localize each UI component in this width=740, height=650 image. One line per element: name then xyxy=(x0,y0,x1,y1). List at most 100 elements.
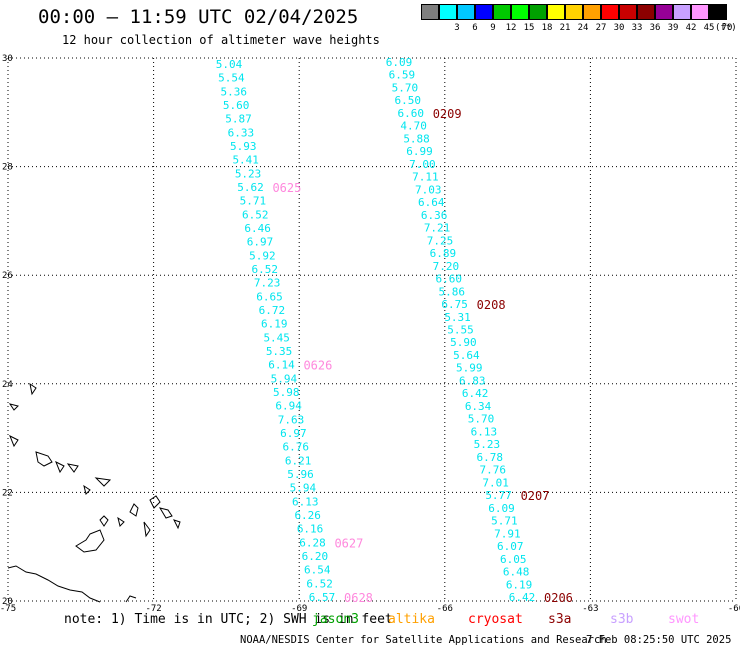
wave-height-value: 6.57 xyxy=(309,591,336,604)
wave-height-value: 6.26 xyxy=(294,509,321,522)
color-scale-label: 45 xyxy=(703,23,715,33)
wave-height-value: 5.86 xyxy=(438,285,465,298)
lon-tick-label: -72 xyxy=(145,604,161,614)
island-b xyxy=(129,503,139,517)
color-swatch xyxy=(439,4,457,20)
wave-height-value: 6.42 xyxy=(462,387,489,400)
satellite-legend-item: altika xyxy=(388,612,435,627)
wave-height-value: 7.21 xyxy=(424,222,451,235)
wave-height-value: 7.03 xyxy=(415,183,442,196)
island-g xyxy=(35,451,53,467)
color-scale-label: 27 xyxy=(595,23,607,33)
satellite-legend-item: jason3 xyxy=(312,612,359,627)
wave-height-value: 6.75 xyxy=(441,298,468,311)
wave-height-value: 5.70 xyxy=(468,413,495,426)
satellite-legend-item: swot xyxy=(668,612,700,627)
color-scale-label: 30 xyxy=(613,23,625,33)
track-time-label: 0625 xyxy=(272,181,301,195)
wave-height-value: 5.64 xyxy=(453,349,480,362)
wave-height-value: 6.64 xyxy=(418,196,445,209)
wave-height-value: 7.23 xyxy=(254,277,281,290)
footer-note: note: 1) Time is in UTC; 2) SWH is in fe… xyxy=(64,612,393,627)
color-scale-label: 6 xyxy=(472,23,478,33)
color-scale-label: 70 xyxy=(721,23,733,33)
wave-height-value: 6.46 xyxy=(244,222,271,235)
color-swatch xyxy=(547,4,565,20)
wave-height-value: 6.13 xyxy=(471,425,498,438)
wave-height-value: 5.94 xyxy=(271,372,298,385)
wave-height-value: 5.04 xyxy=(216,58,243,71)
wave-height-value: 7.00 xyxy=(409,158,436,171)
lon-tick-label: -75 xyxy=(0,604,16,614)
wave-height-value: 5.87 xyxy=(225,113,252,126)
hispaniola-coastline xyxy=(125,595,137,603)
wave-height-value: 6.83 xyxy=(459,374,486,387)
wave-height-value: 6.34 xyxy=(465,400,492,413)
island-a xyxy=(99,515,109,527)
color-swatch xyxy=(475,4,493,20)
color-swatch xyxy=(529,4,547,20)
wave-height-value: 7.63 xyxy=(278,413,305,426)
wave-height-value: 6.19 xyxy=(506,578,533,591)
color-scale-label: 36 xyxy=(649,23,661,33)
cuba-coastline xyxy=(7,565,101,603)
color-swatch xyxy=(565,4,583,20)
page-title: 00:00 — 11:59 UTC 02/04/2025 xyxy=(38,6,359,28)
wave-height-value: 7.01 xyxy=(482,476,509,489)
wave-height-value: 5.55 xyxy=(447,324,474,337)
wave-height-value: 7.91 xyxy=(494,527,521,540)
island-d xyxy=(158,507,173,519)
wave-height-value: 7.76 xyxy=(479,464,506,477)
wave-height-value: 5.54 xyxy=(218,72,245,85)
wave-height-value: 7.25 xyxy=(427,234,454,247)
wave-height-value: 6.60 xyxy=(436,273,463,286)
lon-tick-label: -63 xyxy=(582,604,598,614)
track-time-label: 0207 xyxy=(521,489,550,503)
wave-height-value: 5.23 xyxy=(474,438,501,451)
satellite-legend-item: cryosat xyxy=(468,612,523,627)
track-time-label: 0626 xyxy=(303,359,332,373)
wave-height-value: 6.33 xyxy=(228,126,255,139)
island-i xyxy=(66,463,79,473)
color-swatch xyxy=(601,4,619,20)
wave-height-value: 5.71 xyxy=(240,195,267,208)
wave-height-value: 6.14 xyxy=(268,359,295,372)
wave-height-value: 6.19 xyxy=(261,318,288,331)
wave-height-value: 5.99 xyxy=(456,362,483,375)
wave-height-value: 5.31 xyxy=(444,311,471,324)
credit-line: NOAA/NESDIS Center for Satellite Applica… xyxy=(240,634,607,646)
color-swatch xyxy=(457,4,475,20)
satellite-legend-item: s3b xyxy=(610,612,634,627)
wave-height-value: 5.98 xyxy=(273,386,300,399)
wave-height-value: 6.97 xyxy=(247,236,274,249)
island-h xyxy=(55,460,65,474)
lon-tick-label: -60 xyxy=(728,604,740,614)
color-scale-label: 18 xyxy=(541,23,553,33)
island-j xyxy=(94,477,112,487)
wave-height-value: 5.77 xyxy=(485,489,512,502)
color-scale-label: 21 xyxy=(559,23,571,33)
wave-height-value: 5.45 xyxy=(263,331,290,344)
wave-height-value: 5.41 xyxy=(232,154,259,167)
wave-height-value: 6.52 xyxy=(306,577,333,590)
color-swatch xyxy=(637,4,655,20)
color-swatch xyxy=(583,4,601,20)
island-f xyxy=(143,521,151,538)
wave-height-value: 6.09 xyxy=(386,56,413,69)
color-scale-label: 39 xyxy=(667,23,679,33)
wave-height-value: 6.50 xyxy=(395,94,422,107)
island-c xyxy=(149,495,161,509)
color-swatch xyxy=(673,4,691,20)
great-inagua-island xyxy=(75,529,105,553)
color-scale-label: 24 xyxy=(577,23,589,33)
wave-height-value: 5.96 xyxy=(287,468,314,481)
altimeter-track-west: 5.045.545.365.605.876.335.935.415.235.62… xyxy=(216,58,373,605)
color-scale-label: 12 xyxy=(505,23,517,33)
wave-height-value: 6.78 xyxy=(477,451,504,464)
wave-height-value: 6.59 xyxy=(389,69,416,82)
wave-height-value: 5.92 xyxy=(249,249,276,262)
wave-height-value: 6.28 xyxy=(299,536,326,549)
color-swatch xyxy=(511,4,529,20)
wave-height-value: 6.36 xyxy=(421,209,448,222)
